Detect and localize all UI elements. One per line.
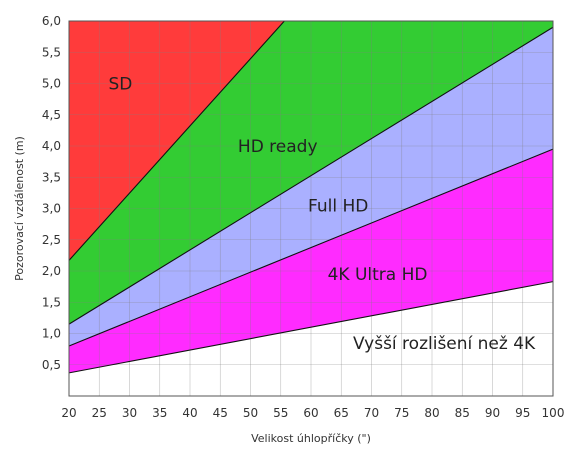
y-tick-label: 2,5 xyxy=(42,233,61,247)
x-tick-labels: 20 25 30 35 40 45 50 55 60 65 70 75 80 85 90 95 100 xyxy=(61,406,564,420)
y-tick-label: 6,0 xyxy=(42,14,61,28)
x-tick-label: 35 xyxy=(152,406,167,420)
chart-grid xyxy=(68,20,554,396)
x-tick-label: 60 xyxy=(303,406,318,420)
plot-frame xyxy=(68,20,554,397)
x-tick-label: 40 xyxy=(182,406,197,420)
y-tick-label: 1,0 xyxy=(42,327,61,341)
y-tick-label: 3,0 xyxy=(42,202,61,216)
y-tick-label: 4,0 xyxy=(42,139,61,153)
region-label: Vyšší rozlišení než 4K xyxy=(353,334,536,354)
boundary-line xyxy=(68,148,554,347)
y-tick-label: 1,5 xyxy=(42,295,61,309)
boundary-line xyxy=(68,26,554,325)
boundary-lines xyxy=(68,20,554,374)
y-tick-label: 3,5 xyxy=(42,170,61,184)
y-tick-label: 4,5 xyxy=(42,108,61,122)
x-tick-label: 50 xyxy=(243,406,258,420)
x-tick-label: 90 xyxy=(485,406,500,420)
y-tick-label: 5,0 xyxy=(42,77,61,91)
region-label: SD xyxy=(108,75,132,95)
x-tick-label: 95 xyxy=(515,406,530,420)
x-tick-label: 80 xyxy=(424,406,439,420)
boundary-line xyxy=(68,20,285,261)
y-tick-label: 2,0 xyxy=(42,264,61,278)
region-label: 4K Ultra HD xyxy=(328,265,428,285)
x-tick-label: 85 xyxy=(455,406,470,420)
y-axis-title: Pozorovací vzdálenost (m) xyxy=(13,136,26,281)
x-tick-label: 25 xyxy=(92,406,107,420)
region-label: Full HD xyxy=(308,196,368,216)
x-tick-label: 75 xyxy=(394,406,409,420)
x-tick-label: 20 xyxy=(61,406,76,420)
x-tick-label: 70 xyxy=(364,406,379,420)
region-labels: SD HD ready Full HD 4K Ultra HD Vyšší rozliš… xyxy=(108,75,536,354)
x-tick-label: 100 xyxy=(542,406,565,420)
y-tick-labels: 0,5 1,0 1,5 2,0 2,5 3,0 3,5 4,0 4,5 5,0 5,5 6,0 xyxy=(42,14,61,372)
y-tick-label: 5,5 xyxy=(42,45,61,59)
x-axis-title: Velikost úhlopříčky (") xyxy=(251,432,371,445)
x-tick-label: 30 xyxy=(122,406,137,420)
x-tick-label: 65 xyxy=(334,406,349,420)
y-tick-label: 0,5 xyxy=(42,358,61,372)
region-label: HD ready xyxy=(238,137,318,157)
x-tick-label: 45 xyxy=(213,406,228,420)
x-tick-label: 55 xyxy=(273,406,288,420)
boundary-line xyxy=(68,281,554,374)
